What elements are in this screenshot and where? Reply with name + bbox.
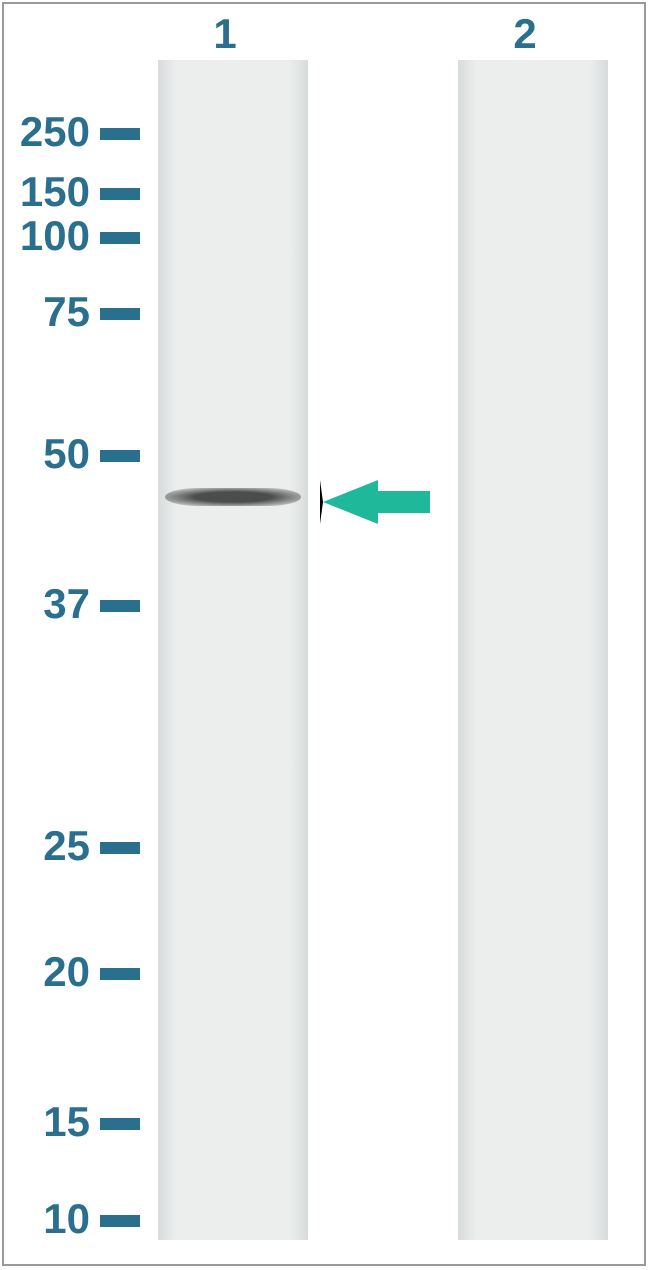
- marker-label-15: 15: [32, 1098, 90, 1146]
- marker-label-100: 100: [10, 212, 90, 260]
- marker-tick-150: [100, 188, 140, 200]
- marker-tick-75: [100, 308, 140, 320]
- marker-label-10: 10: [32, 1195, 90, 1243]
- protein-band-lane-1: [165, 488, 301, 506]
- lane-label-2: 2: [505, 10, 545, 58]
- marker-tick-25: [100, 842, 140, 854]
- marker-tick-15: [100, 1118, 140, 1130]
- marker-label-250: 250: [10, 108, 90, 156]
- marker-tick-10: [100, 1215, 140, 1227]
- lane-label-1: 1: [205, 10, 245, 58]
- marker-label-25: 25: [32, 822, 90, 870]
- marker-label-150: 150: [10, 168, 90, 216]
- marker-tick-100: [100, 232, 140, 244]
- arrow-head-icon: [320, 480, 378, 524]
- marker-tick-37: [100, 600, 140, 612]
- marker-tick-50: [100, 450, 140, 462]
- marker-label-37: 37: [32, 580, 90, 628]
- marker-label-75: 75: [32, 288, 90, 336]
- blot-lane-2: [458, 60, 608, 1240]
- marker-tick-250: [100, 128, 140, 140]
- blot-lane-1: [158, 60, 308, 1240]
- marker-tick-20: [100, 968, 140, 980]
- arrow-shaft: [375, 491, 430, 513]
- marker-label-20: 20: [32, 948, 90, 996]
- marker-label-50: 50: [32, 430, 90, 478]
